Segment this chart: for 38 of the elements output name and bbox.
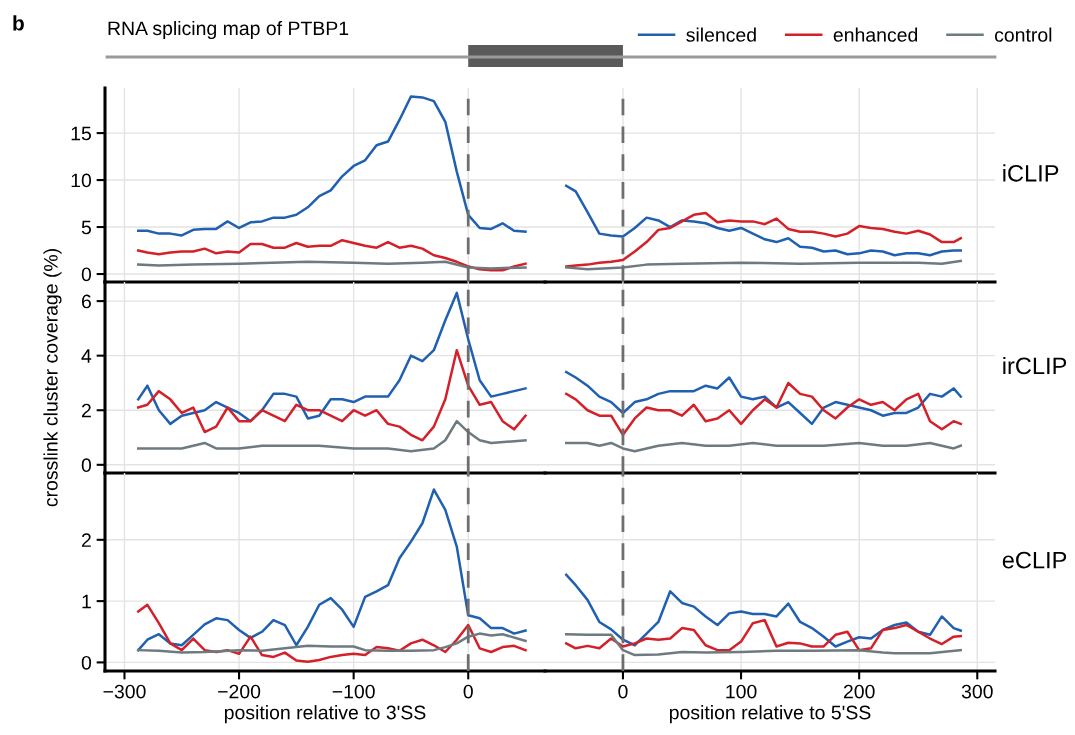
- y-tick-label: 15: [71, 126, 91, 141]
- legend-label: control: [994, 27, 1052, 42]
- x-tick-label: −300: [103, 684, 146, 699]
- x-tick-label: 200: [843, 684, 875, 699]
- x-tick-label: 300: [961, 684, 993, 699]
- line-series: [136, 488, 527, 652]
- y-tick-label: 0: [81, 655, 92, 670]
- x-tick-label: 100: [726, 684, 757, 699]
- y-tick-label: 4: [81, 349, 92, 363]
- line-series: [136, 238, 527, 272]
- x-tick-label: 0: [618, 684, 628, 699]
- y-tick-label: 10: [71, 173, 92, 188]
- chart-title: RNA splicing map of PTBP1: [108, 20, 349, 40]
- y-tick-label: 6: [81, 294, 91, 309]
- line-series: [136, 632, 527, 654]
- line-series: [136, 95, 527, 237]
- line-series: [136, 291, 527, 426]
- y-tick-label: 2: [81, 403, 91, 418]
- x-axis-title: position relative to 5'SS: [669, 705, 871, 724]
- legend-label: enhanced: [833, 27, 918, 42]
- y-axis-title: crosslink cluster coverage (%): [43, 249, 62, 507]
- text: b: [13, 15, 24, 31]
- y-tick-label: 0: [81, 458, 92, 473]
- line-series: [136, 419, 527, 453]
- y-tick-label: 1: [82, 594, 91, 609]
- y-tick-label: 2: [81, 533, 91, 547]
- x-axis-title: position relative to 3'SS: [224, 705, 426, 724]
- y-tick-label: 5: [81, 220, 91, 235]
- line-series: [136, 348, 527, 442]
- y-tick-label: 0: [81, 267, 92, 282]
- text: eCLIP: [1002, 551, 1067, 569]
- text: irCLIP: [1003, 356, 1067, 375]
- legend-label: silenced: [686, 27, 756, 42]
- x-tick-label: −100: [332, 684, 375, 699]
- x-tick-label: −200: [218, 684, 261, 699]
- line-series: [136, 260, 527, 270]
- text: iCLIP: [1003, 164, 1059, 182]
- x-tick-label: 0: [463, 684, 473, 699]
